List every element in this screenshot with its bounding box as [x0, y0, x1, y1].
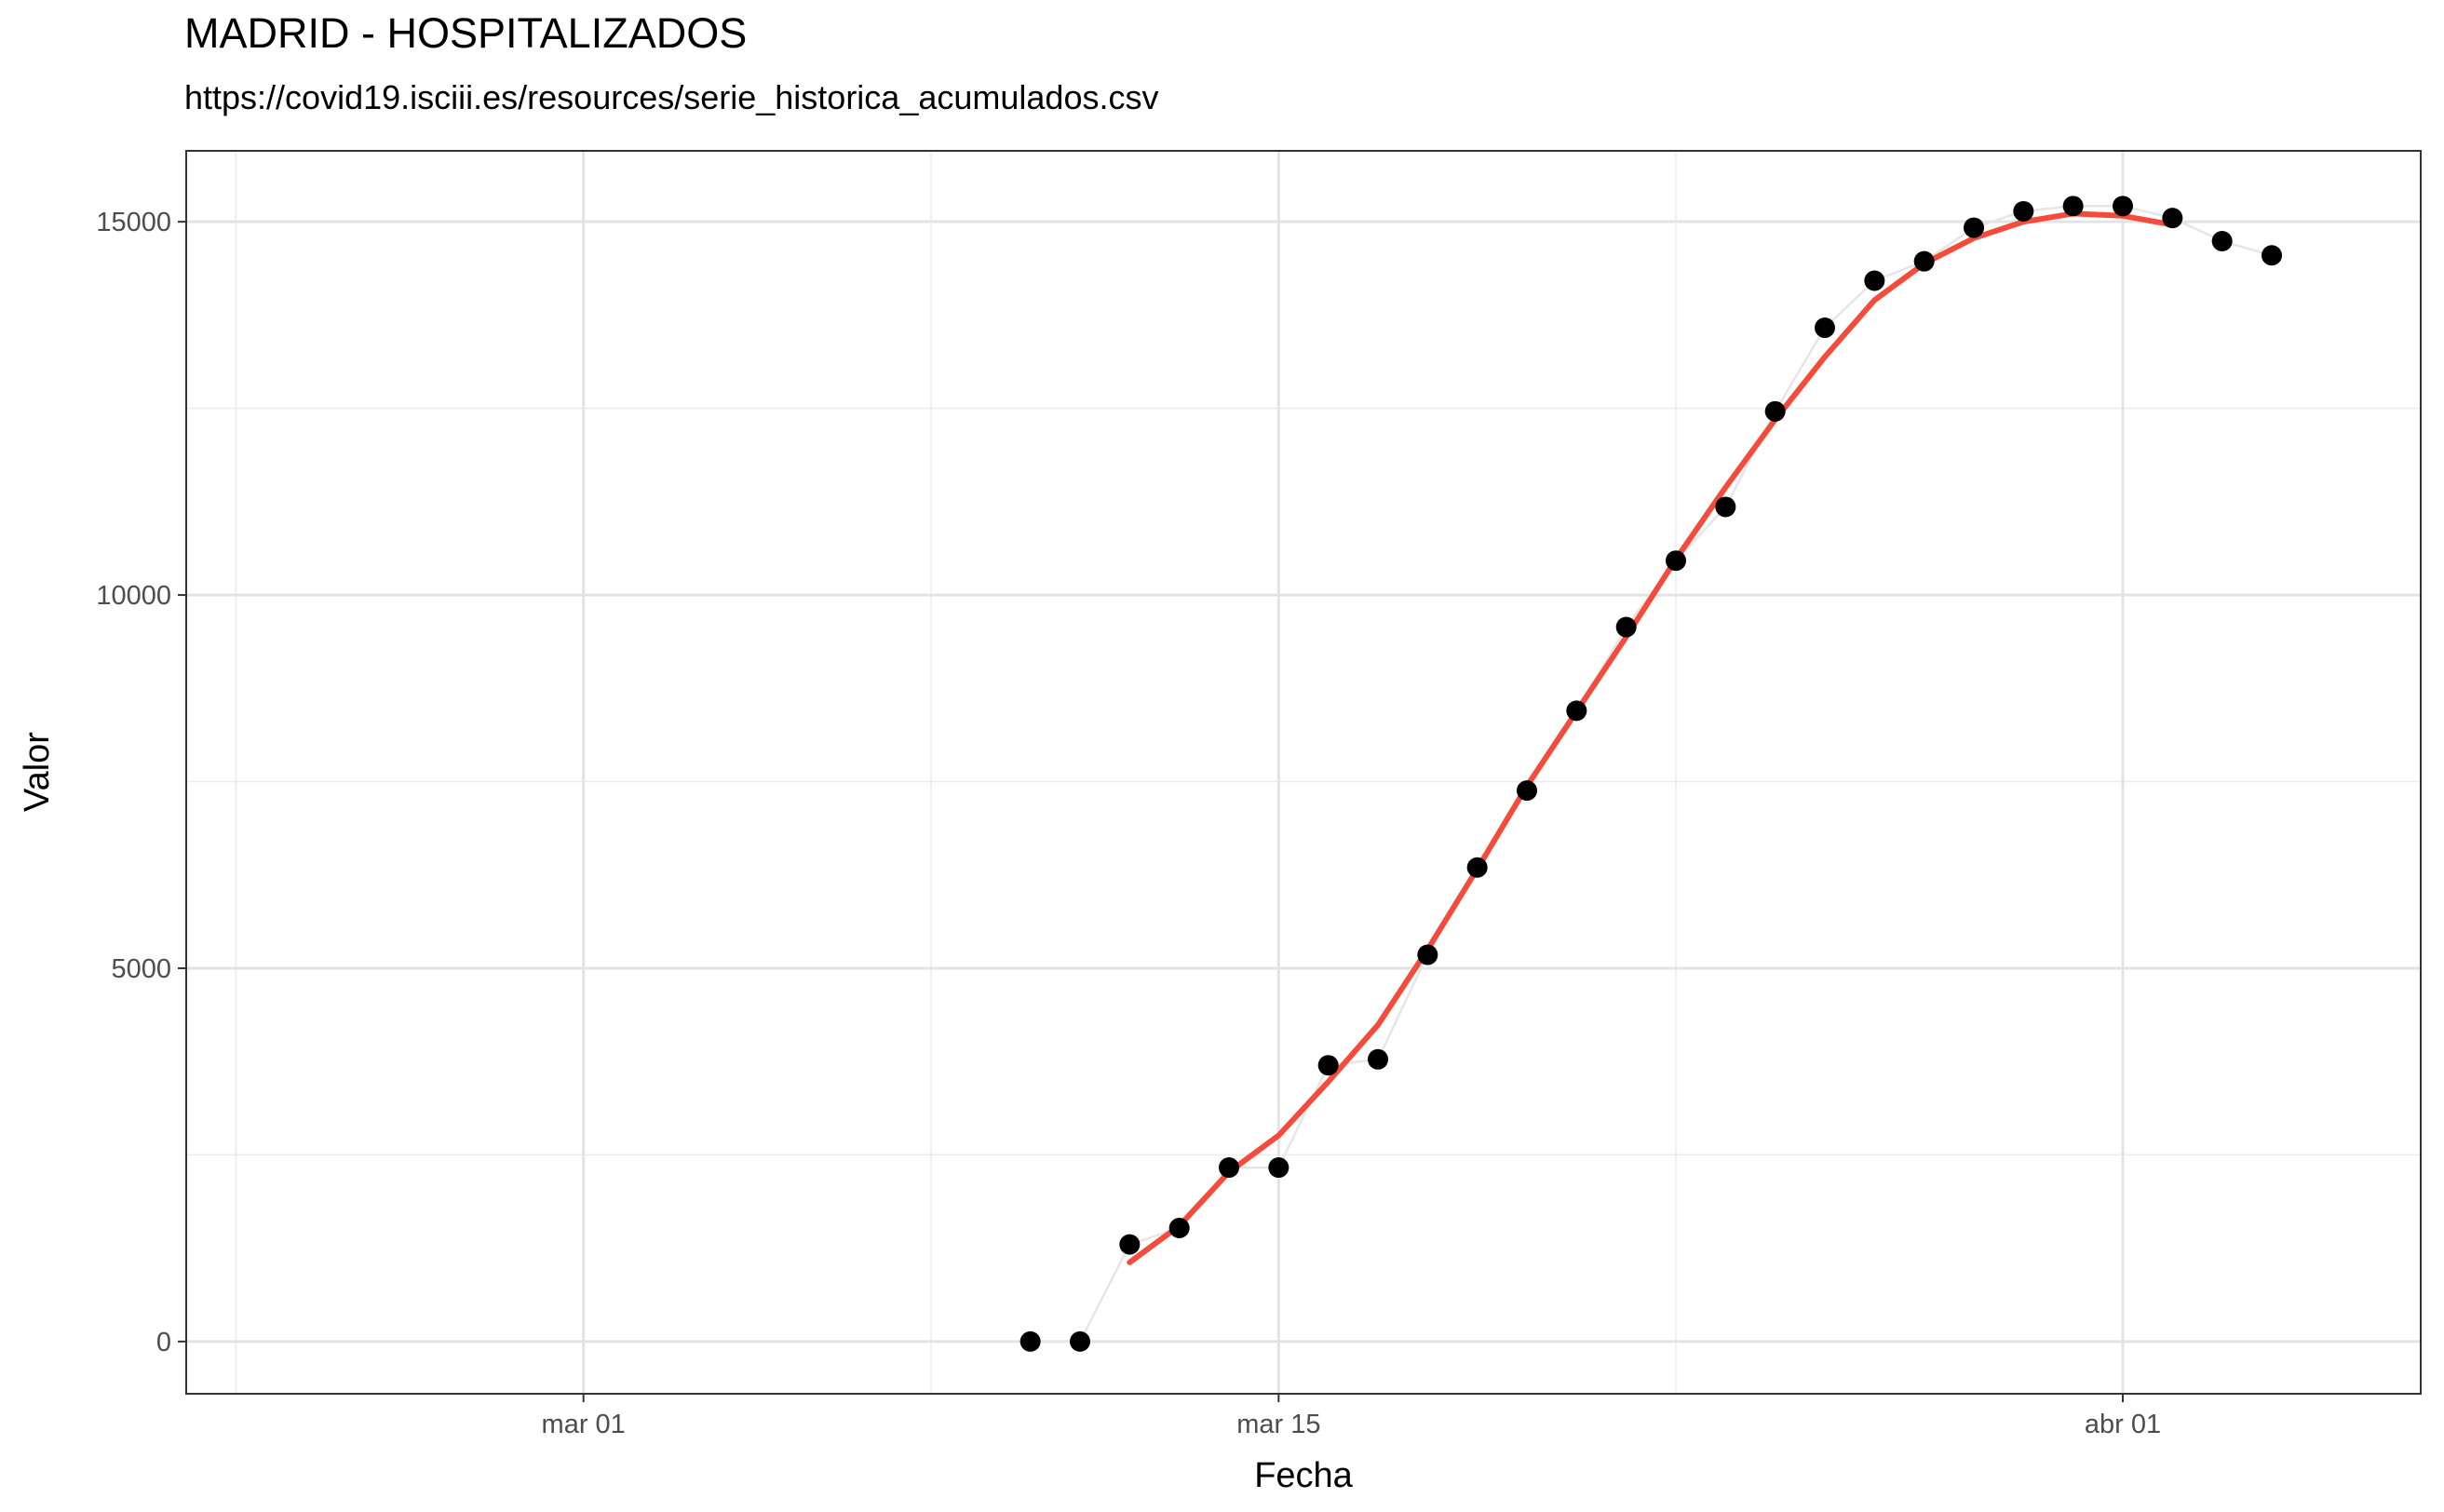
panel-border: [185, 150, 2422, 1395]
data-point: [2162, 208, 2183, 229]
chart-subtitle: https://covid19.isciii.es/resources/seri…: [184, 78, 1159, 116]
data-point: [1466, 857, 1488, 878]
x-axis-title: Fecha: [1254, 1456, 1353, 1495]
data-point: [2062, 196, 2084, 217]
minor-grid: [186, 151, 2421, 1394]
series-layer: [1019, 196, 2282, 1352]
data-point: [2211, 231, 2233, 252]
data-point: [1517, 780, 1537, 802]
smooth-trend-line: [1127, 210, 2176, 1265]
y-axis-title: Valor: [18, 732, 57, 812]
data-point: [1715, 496, 1736, 518]
data-point: [1666, 550, 1686, 572]
data-point: [2113, 196, 2133, 217]
data-point: [1864, 270, 1885, 291]
y-tick-label: 5000: [111, 954, 171, 984]
chart-title: MADRID - HOSPITALIZADOS: [184, 9, 748, 57]
data-point: [1815, 317, 1835, 339]
data-point: [1119, 1234, 1141, 1255]
data-point: [1268, 1157, 1290, 1179]
data-point: [1566, 700, 1587, 722]
data-point: [1168, 1218, 1190, 1238]
y-axis-ticks: 0 5000 10000 15000: [96, 208, 186, 1357]
y-tick-label: 0: [156, 1328, 171, 1357]
data-point: [1317, 1055, 1339, 1076]
y-tick-label: 10000: [96, 581, 171, 611]
data-point: [2013, 200, 2034, 222]
data-point: [2262, 245, 2282, 266]
data-point: [1019, 1330, 1041, 1352]
data-point: [1368, 1048, 1388, 1070]
x-tick-label: abr 01: [2085, 1410, 2161, 1439]
panel-background: [186, 151, 2421, 1394]
data-point: [1070, 1330, 1090, 1352]
y-tick-label: 15000: [96, 208, 171, 237]
data-point: [1764, 400, 1786, 422]
x-tick-label: mar 01: [542, 1410, 626, 1439]
data-point: [1219, 1157, 1239, 1179]
major-grid: [186, 151, 2421, 1394]
x-tick-label: mar 15: [1236, 1410, 1320, 1439]
data-point: [1615, 616, 1637, 638]
data-point: [1964, 217, 1984, 238]
data-point: [1417, 944, 1438, 965]
x-axis-ticks: mar 01 mar 15 abr 01: [542, 1394, 2161, 1439]
data-point: [1913, 250, 1935, 272]
